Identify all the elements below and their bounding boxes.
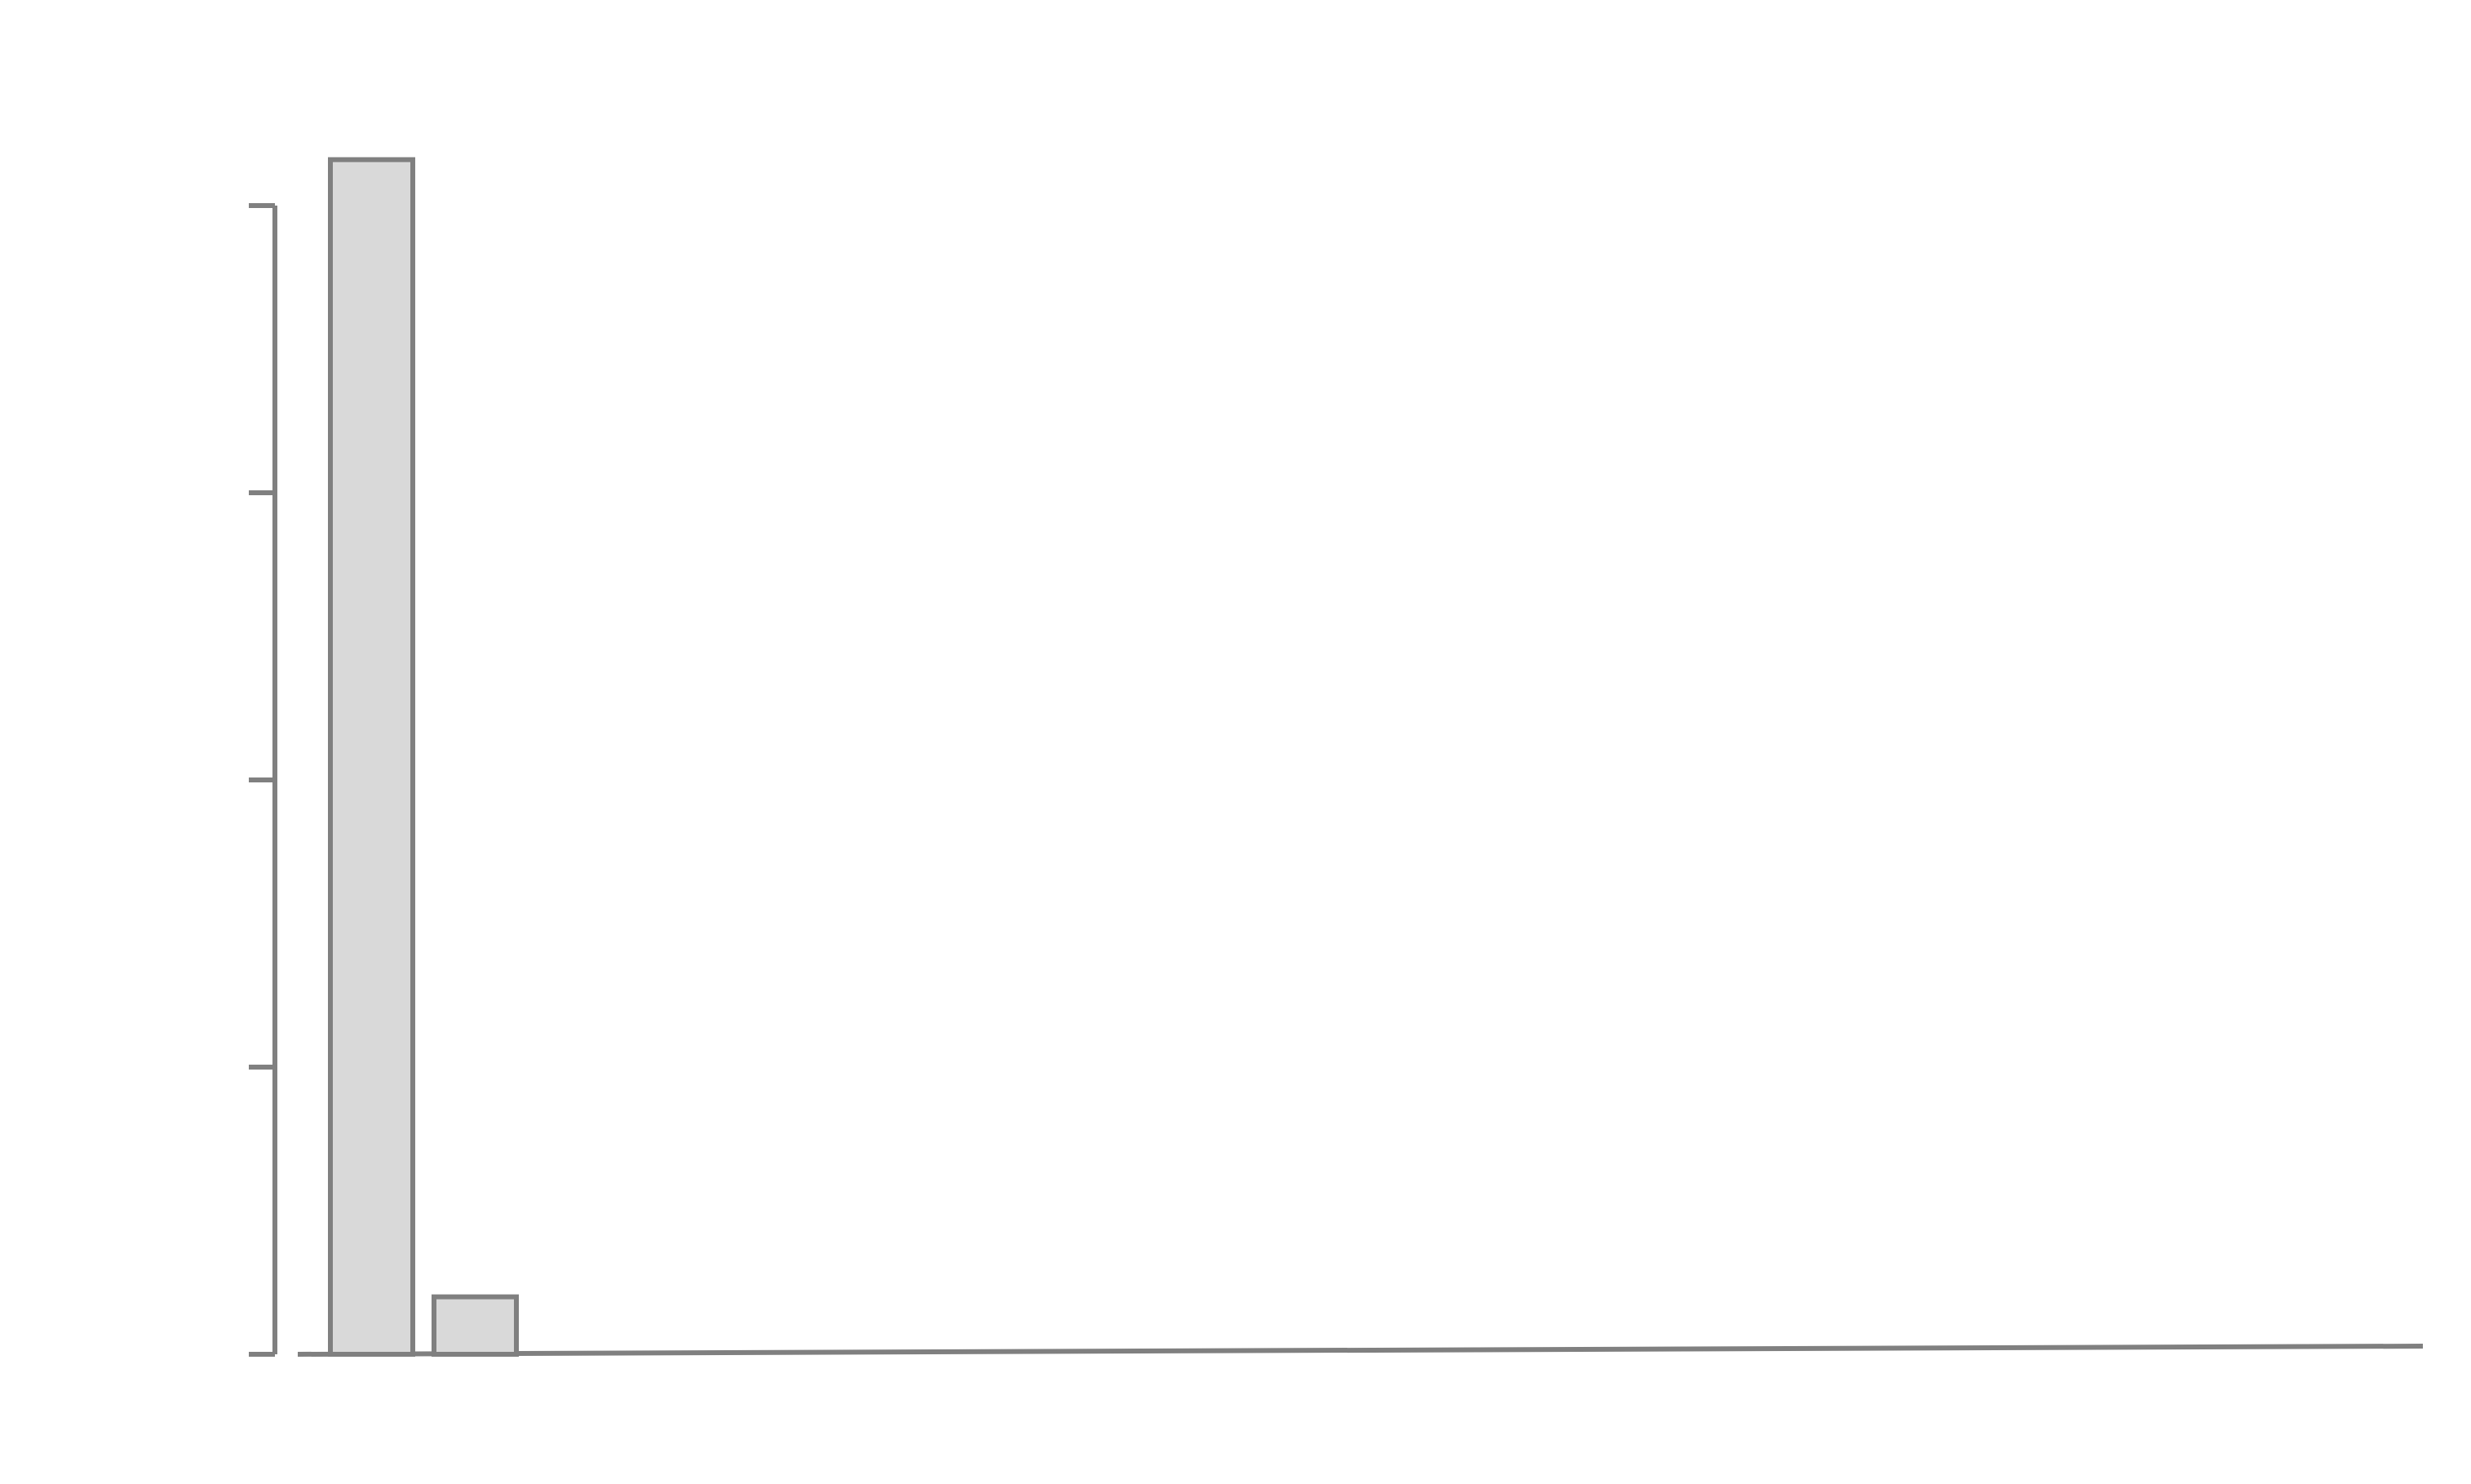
bars [328, 157, 519, 1357]
bar [328, 157, 415, 1357]
bar [432, 1294, 519, 1357]
x-axis [297, 1344, 2424, 1357]
x-axis-line [297, 1344, 2424, 1357]
y-axis [249, 203, 277, 1357]
